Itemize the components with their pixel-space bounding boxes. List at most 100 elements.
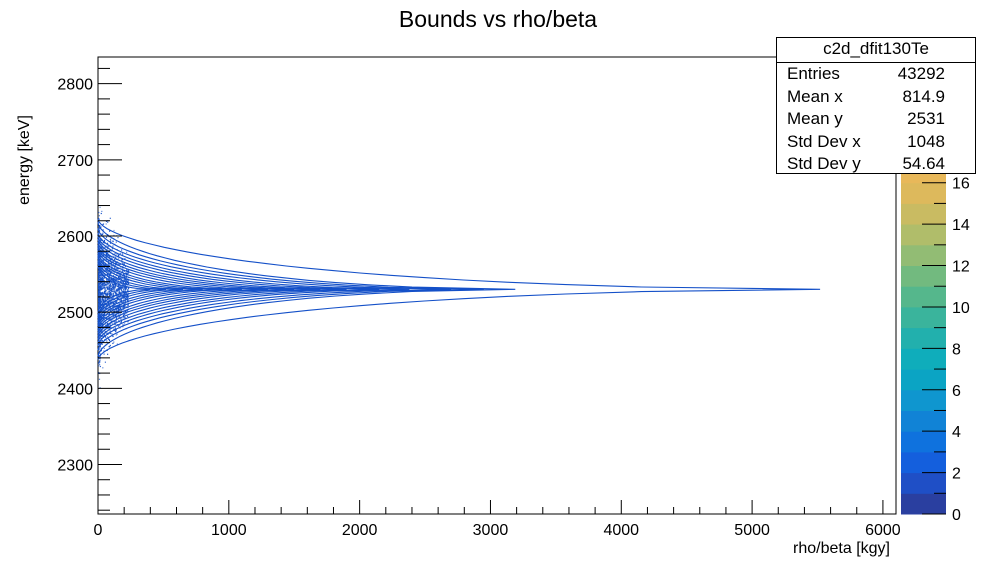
stats-label: Std Dev x [787,131,861,151]
color-scale-band [901,348,946,370]
heatmap-cell [117,277,119,279]
color-scale-band [901,182,946,204]
heatmap-cell [102,262,104,264]
heatmap-cell [98,284,100,286]
heatmap-cell [108,318,110,320]
color-scale-band [901,451,946,474]
bound-curve-1 [97,219,821,360]
heatmap-cell [98,378,101,380]
heatmap-cell [99,278,101,280]
heatmap-cell [100,298,102,300]
heatmap-cell [107,332,109,334]
color-scale-band [901,327,946,349]
color-scale-label: 0 [952,507,961,524]
heatmap-cell [101,247,103,249]
color-scale-label: 12 [952,259,970,276]
heatmap-cell [107,248,109,250]
heatmap-cell [122,286,124,288]
heatmap-cell [116,281,118,284]
y-tick-label: 2400 [57,381,93,398]
heatmap-cell [119,288,122,290]
x-tick-label: 5000 [734,522,770,539]
heatmap-cell [117,288,119,290]
heatmap-cell [112,279,114,281]
heatmap-cell [98,297,100,299]
heatmap-cell [101,292,103,294]
heatmap-cell [127,272,129,274]
heatmap-cell [99,345,101,347]
heatmap-cell [100,212,102,215]
heatmap-cell [113,255,115,258]
heatmap-cell [112,245,114,247]
heatmap-cell [114,301,116,303]
heatmap-cell [107,328,109,330]
heatmap-cell [116,333,118,335]
color-scale-band [901,431,946,453]
heatmap-cell [103,282,105,284]
heatmap-cell [124,313,126,316]
heatmap-cell [107,260,110,262]
heatmap-cell [111,286,114,288]
heatmap-cell [126,304,129,306]
heatmap-cell [98,232,100,234]
heatmap-cell [110,266,113,268]
heatmap-cell [100,286,102,288]
heatmap-cell [105,223,107,225]
heatmap-cell [107,286,109,288]
heatmap-cell [120,287,122,289]
heatmap-cell [116,285,118,287]
heatmap-cell [113,234,115,236]
bound-curve-5 [97,235,410,343]
heatmap-cell [106,271,109,273]
heatmap-cell [110,320,112,322]
heatmap-cell [99,301,101,303]
heatmap-cell [98,218,100,221]
heatmap-cell [100,264,102,267]
heatmap-cell [118,284,120,286]
heatmap-cell [108,305,110,307]
heatmap-cell [109,323,111,325]
heatmap-cell [99,263,101,265]
heatmap-cell [114,307,116,309]
heatmap-cell [99,336,101,338]
heatmap-cell [109,292,111,294]
heatmap-cell [107,325,110,327]
heatmap-cell [115,256,117,258]
heatmap-cell [124,258,126,260]
heatmap-cell [123,296,125,298]
stats-row-std-dev-y: Std Dev y 54.64 [777,153,975,176]
heatmap-cell [100,314,102,316]
heatmap-cell [120,280,122,282]
heatmap-cell [98,288,100,290]
heatmap-cell [98,305,100,307]
heatmap-cell [109,293,111,295]
heatmap-cell [103,239,106,242]
heatmap-cell [107,302,109,304]
heatmap-cell [123,323,126,325]
heatmap-cell [100,303,102,305]
heatmap-cell [118,257,120,259]
heatmap-cell [101,271,103,273]
heatmap-cell [111,247,114,249]
heatmap-cell [126,268,128,270]
heatmap-cell [102,232,104,234]
heatmap-cell [113,284,115,286]
heatmap-cell [110,293,112,295]
heatmap-cell [103,318,105,320]
heatmap-cell [99,329,102,331]
heatmap-cell [117,297,119,299]
heatmap-cell [99,283,102,285]
heatmap-cell [114,305,116,307]
heatmap-cell [127,302,129,304]
heatmap-cell [103,285,105,287]
heatmap-cell [108,290,110,292]
heatmap-cell [116,317,118,319]
heatmap-cell [102,267,104,269]
heatmap-cell [124,300,126,302]
heatmap-cell [115,334,117,336]
heatmap-cell [102,254,104,256]
heatmap-cell [111,303,113,305]
heatmap-cell [122,275,124,277]
heatmap-cell [104,361,106,363]
